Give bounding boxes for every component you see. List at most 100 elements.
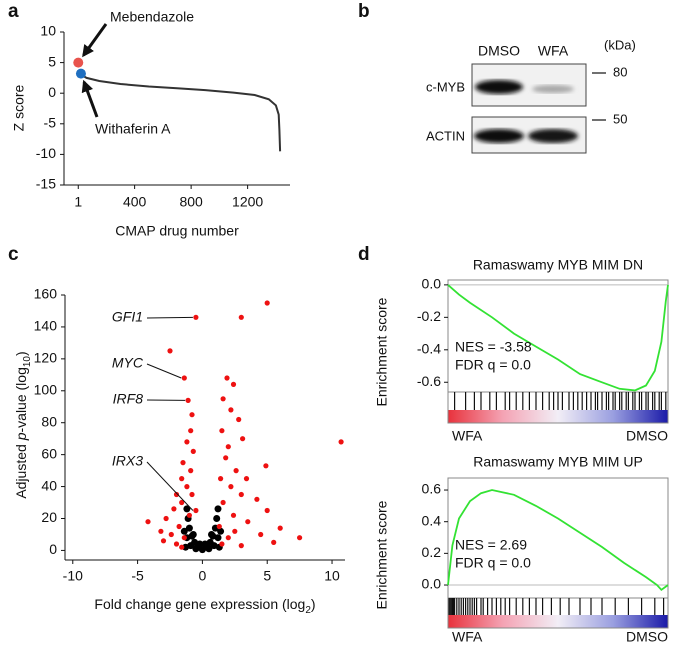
- point: [224, 375, 230, 381]
- gene-label: GFI1: [112, 309, 143, 325]
- band: [532, 85, 574, 93]
- arrow: [82, 23, 108, 58]
- point: [188, 428, 194, 434]
- gene-leader: [146, 461, 194, 511]
- point: [245, 519, 251, 525]
- y-tick-label: -0.6: [417, 373, 441, 389]
- point: [228, 407, 234, 413]
- y-tick-label: 0.0: [422, 276, 442, 292]
- es-curve: [447, 489, 669, 592]
- point: [189, 491, 195, 498]
- point: [184, 484, 190, 490]
- axis-title-part: -value (log: [13, 367, 29, 432]
- point: [163, 515, 169, 522]
- y-tick-label: 10: [40, 23, 56, 39]
- rank-gradient: [448, 410, 668, 423]
- point: [179, 544, 185, 550]
- point: [297, 535, 303, 541]
- point: [264, 507, 270, 514]
- point: [158, 528, 164, 534]
- point: [223, 455, 229, 461]
- axis-title-part: Adjusted: [13, 440, 29, 498]
- point: [179, 476, 185, 482]
- y-tick-label: 20: [41, 509, 57, 525]
- point: [210, 542, 218, 550]
- y-tick-label: 0.2: [422, 544, 442, 560]
- x-tick-label: 1: [74, 194, 82, 210]
- point: [205, 545, 213, 553]
- point: [230, 381, 237, 387]
- gene-label: MYC: [112, 355, 144, 371]
- x-tick-label: 5: [263, 568, 271, 584]
- axis-title-part: 10: [22, 356, 33, 368]
- y-tick-label: 0: [48, 84, 56, 100]
- x-axis-title: CMAP drug number: [115, 223, 239, 239]
- point: [185, 524, 193, 532]
- end-label: DMSO: [626, 428, 668, 444]
- gene-label: IRX3: [112, 453, 143, 469]
- y-tick-label: 140: [34, 318, 58, 334]
- highlight-label: Withaferin A: [95, 121, 171, 137]
- western-blot: DMSO WFA (kDa) 80 50 c-MYB ACTIN: [426, 37, 636, 154]
- point: [183, 505, 191, 513]
- axis-title: Fold change gene expression (log2): [94, 596, 315, 616]
- point: [277, 525, 283, 531]
- point: [173, 541, 180, 547]
- point: [196, 540, 204, 548]
- point: [243, 476, 250, 482]
- point: [193, 314, 199, 320]
- point: [230, 512, 237, 518]
- y-tick-label: 0.6: [422, 481, 442, 497]
- point: [214, 505, 222, 513]
- y-tick-label: -0.2: [417, 308, 441, 324]
- x-tick-label: 800: [179, 194, 203, 210]
- point: [220, 396, 226, 402]
- panel-label: a: [8, 1, 19, 22]
- point: [258, 531, 264, 538]
- point: [190, 448, 196, 454]
- point: [189, 412, 195, 418]
- unit-label: (kDa): [604, 37, 636, 52]
- point: [218, 476, 224, 482]
- point: [240, 436, 246, 442]
- es-curve: [447, 284, 669, 392]
- plot-title: Ramaswamy MYB MIM DN: [473, 257, 643, 273]
- point: [338, 439, 344, 445]
- point: [271, 539, 277, 546]
- point: [188, 468, 194, 474]
- point: [219, 541, 225, 547]
- point: [180, 527, 188, 535]
- point: [220, 499, 226, 506]
- end-label: WFA: [452, 428, 483, 444]
- x-tick-label: -5: [131, 568, 144, 584]
- panel-label: c: [8, 244, 19, 265]
- point: [238, 491, 244, 498]
- point: [201, 540, 209, 548]
- marker-label: 80: [613, 64, 627, 79]
- y-tick-label: -15: [36, 176, 56, 192]
- axis-title-part: 2: [305, 605, 311, 616]
- x-tick-label: -10: [63, 568, 83, 584]
- highlight-label: Mebendazole: [110, 9, 194, 25]
- y-tick-label: 160: [34, 286, 58, 302]
- y-axis-title: Enrichment score: [374, 297, 390, 406]
- marker-label: 50: [613, 111, 627, 126]
- y-axis-title: Enrichment score: [374, 500, 390, 609]
- y-tick-label: 0.4: [422, 512, 442, 528]
- y-tick-label: 100: [34, 381, 58, 397]
- axis-title-part: Fold change gene expression (log: [94, 596, 305, 612]
- stat-label: NES = 2.69: [455, 537, 527, 553]
- y-tick-label: 5: [48, 53, 56, 69]
- point: [216, 523, 222, 530]
- point: [238, 543, 244, 549]
- data-line: [80, 73, 282, 152]
- lane-label: DMSO: [478, 43, 520, 59]
- rank-gradient: [448, 615, 668, 628]
- arrow: [81, 79, 99, 118]
- highlight-point: [73, 57, 84, 68]
- point: [176, 523, 182, 530]
- y-axis-title: Z score: [11, 84, 27, 131]
- axis-title-part: ): [311, 596, 316, 612]
- protein-label: ACTIN: [426, 128, 465, 143]
- point: [233, 468, 239, 474]
